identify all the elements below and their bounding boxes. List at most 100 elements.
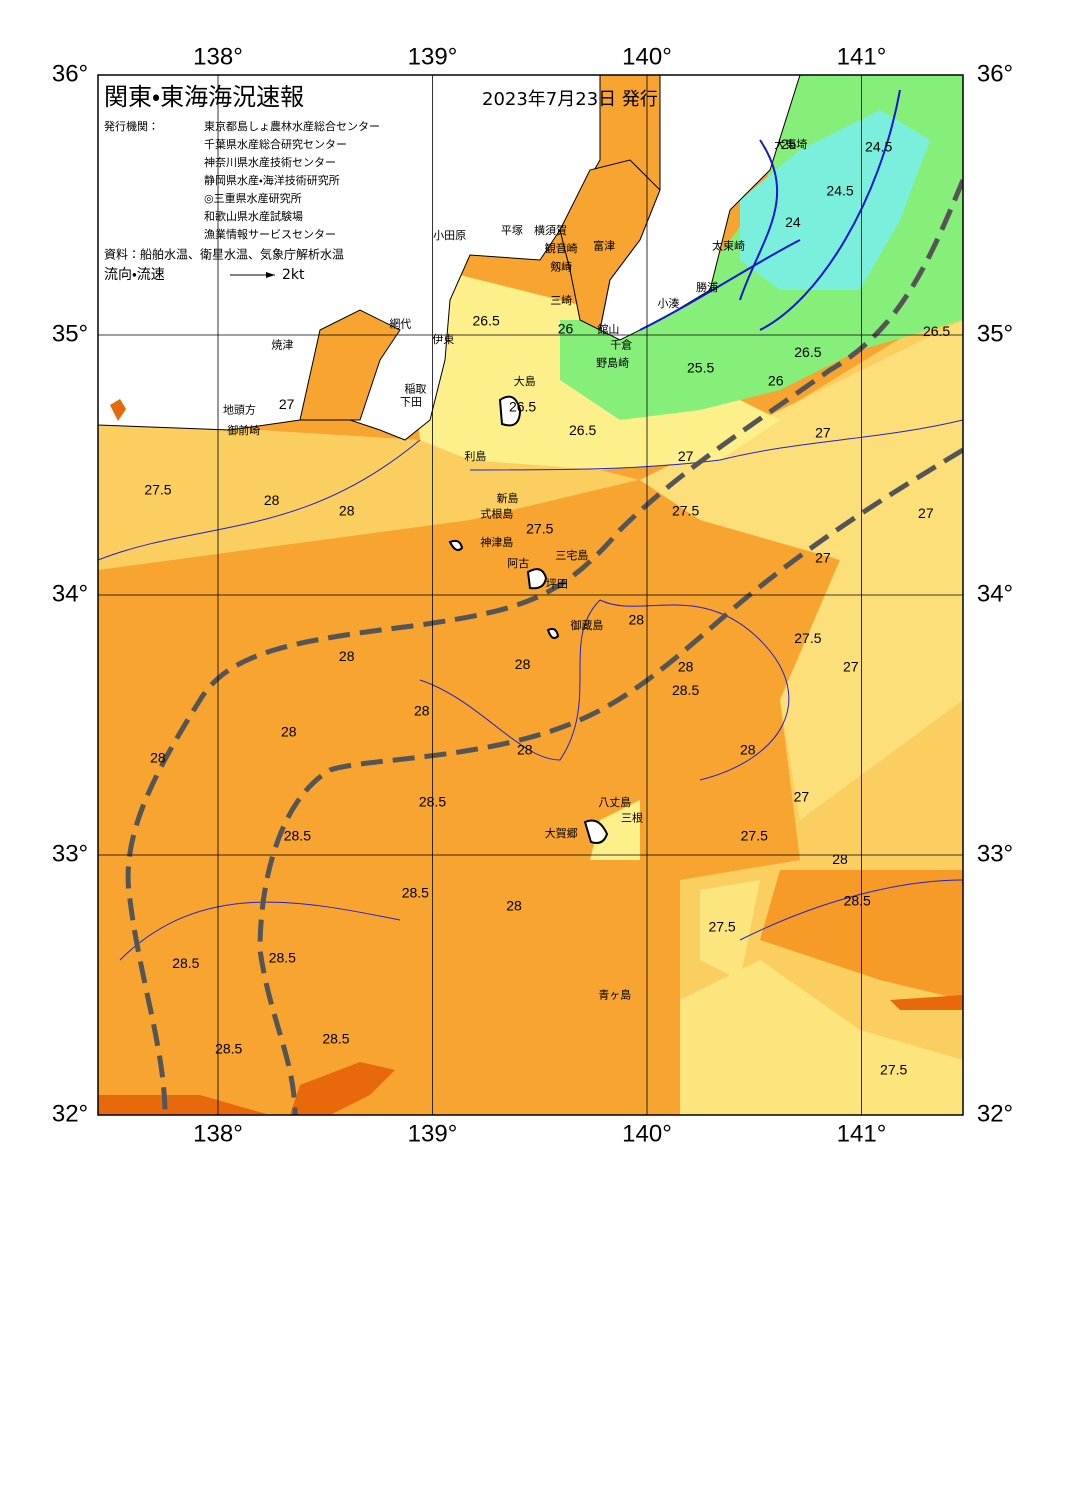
contour-label: 27	[279, 396, 295, 412]
contour-label: 28.5	[284, 828, 311, 844]
place-name: 三崎	[550, 293, 572, 307]
flow-scale-arrowhead	[266, 272, 275, 278]
contour-label: 27.5	[672, 503, 699, 519]
place-name: 三宅島	[555, 548, 588, 562]
lat-label-right: 32°	[977, 1100, 1013, 1127]
contour-label: 26.5	[509, 399, 536, 415]
contour-label: 27.5	[526, 521, 553, 537]
place-name: 小田原	[433, 229, 466, 242]
lon-label-top: 138°	[193, 43, 243, 70]
lat-label-left: 34°	[52, 580, 88, 607]
lat-label-right: 35°	[977, 320, 1013, 347]
place-name: 新島	[497, 491, 519, 505]
agency: ◎三重県水産研究所	[204, 191, 302, 205]
contour-label: 26.5	[473, 313, 500, 329]
place-name: 網代	[389, 317, 411, 331]
title: 関東・東海海況速報	[104, 83, 304, 111]
water-27	[700, 880, 760, 980]
contour-label: 26.5	[569, 422, 596, 438]
land-patch	[110, 399, 126, 421]
lon-label-bottom: 139°	[408, 1120, 458, 1147]
lat-label-right: 36°	[977, 60, 1013, 87]
contour-label: 27.5	[708, 919, 735, 935]
contour-label: 26	[768, 373, 784, 389]
place-name: 富津	[593, 240, 615, 253]
place-name: 三根	[621, 812, 643, 825]
place-name: 地頭方	[223, 402, 256, 416]
contour-label: 28.5	[322, 1030, 349, 1046]
lat-label-left: 35°	[52, 320, 88, 347]
lon-label-bottom: 140°	[622, 1120, 672, 1147]
contour-label: 27	[843, 659, 859, 675]
place-name: 勝浦	[696, 280, 718, 294]
contour-label: 26	[558, 321, 574, 337]
contour-label: 28	[678, 659, 694, 675]
flow-label: 流向・流速	[104, 267, 165, 283]
kuroshio-edge	[257, 447, 963, 1115]
sea-temperature	[98, 75, 963, 1115]
contour-label: 28.5	[844, 893, 871, 909]
lat-label-left: 33°	[52, 840, 88, 867]
place-name: 観音崎	[545, 241, 578, 255]
place-name: 太東崎	[712, 239, 745, 253]
contour-label: 24.5	[865, 139, 892, 155]
flow-scale: 2kt	[282, 267, 305, 283]
contour-label: 28	[515, 656, 531, 672]
contour-label: 24	[785, 214, 801, 230]
lon-label-top: 139°	[408, 43, 458, 70]
contour-label: 26.5	[794, 344, 821, 360]
contour-label: 28	[414, 703, 430, 719]
island	[546, 627, 560, 639]
place-name: 神津島	[480, 535, 513, 549]
labels: 138° 138° 139° 139° 140° 140° 141° 141° 36° 36° 35…	[52, 43, 1013, 1147]
lon-label-top: 141°	[837, 43, 887, 70]
lon-label-top: 140°	[622, 43, 672, 70]
contour-label: 28	[832, 851, 848, 867]
water-29	[98, 1095, 270, 1115]
contour-label: 28	[628, 612, 644, 628]
contour-label: 25.5	[687, 360, 714, 376]
kuroshio-edge	[125, 179, 963, 1115]
contour-label: 28.5	[419, 794, 446, 810]
place-name: 焼津	[271, 338, 293, 351]
agencies: 東京都島しょ農林水産総合センター千葉県水産総合研究センター神奈川県水産技術センタ…	[204, 119, 380, 241]
place-name: 御前崎	[227, 423, 260, 437]
agency: 東京都島しょ農林水産総合センター	[204, 119, 380, 133]
place-name: 坪田	[546, 578, 568, 591]
contour-label: 28	[506, 898, 522, 914]
isotherm	[98, 419, 963, 961]
agency: 和歌山県水産試験場	[204, 209, 303, 223]
issue-date: 2023年7月23日 発行	[482, 89, 658, 110]
bay	[299, 309, 401, 421]
contour-label: 25	[781, 136, 797, 152]
place-name: 剱崎	[550, 259, 572, 273]
place-name: 青ヶ島	[598, 987, 631, 1001]
place-name: 阿古	[507, 557, 529, 570]
lat-label-right: 34°	[977, 580, 1013, 607]
place-name: 野島崎	[596, 356, 629, 370]
contour-label: 27	[815, 549, 831, 565]
contour-label: 27	[794, 789, 810, 805]
water-27	[590, 800, 640, 860]
place-name: 大島	[514, 374, 536, 388]
place-name: 館山	[597, 323, 619, 336]
contour-label: 28.5	[402, 885, 429, 901]
contour-label: 27	[815, 425, 831, 441]
water-29	[890, 995, 963, 1010]
lon-label-bottom: 138°	[193, 1120, 243, 1147]
contour-label: 28.5	[172, 955, 199, 971]
map-frame	[97, 74, 964, 1116]
island	[498, 395, 522, 427]
lat-label-left: 36°	[52, 60, 88, 87]
place-name: 式根島	[480, 506, 513, 520]
island	[448, 539, 464, 551]
place-name: 利島	[464, 449, 486, 463]
lon-label-bottom: 141°	[837, 1120, 887, 1147]
place-name: 八丈島	[598, 795, 631, 809]
contour-label: 28	[517, 742, 533, 758]
lat-label-right: 33°	[977, 840, 1013, 867]
place-name: 千倉	[610, 338, 632, 351]
place-name: 横須賀	[534, 223, 567, 237]
